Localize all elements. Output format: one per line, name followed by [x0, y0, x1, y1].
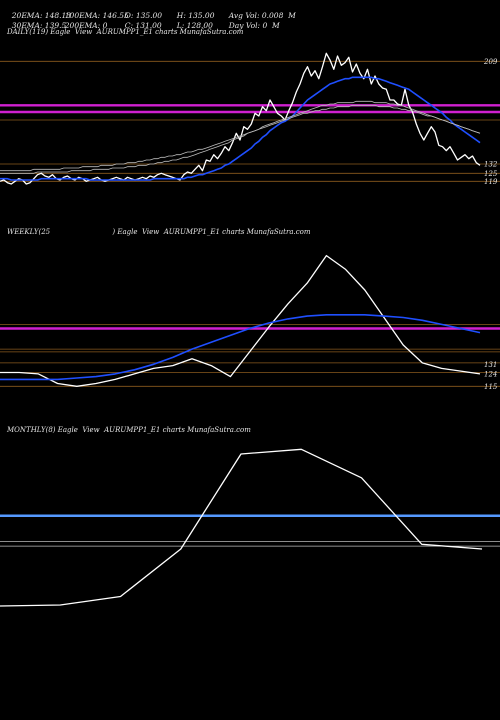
weekly-y-tick-label: 115 — [484, 383, 498, 391]
weekly-price-line — [0, 254, 481, 387]
daily-y-tick-label: 119 — [484, 178, 498, 186]
weekly-y-tick-label: 124 — [484, 370, 497, 378]
ema30-label: 30EMA: 139.5 — [11, 21, 67, 30]
header-row-1: 20EMA: 148.13100EMA: 146.55O: 135.00 H: 1… — [7, 2, 296, 20]
daily-panel-title: DAILY(119) Eagle View AURUMPP1_E1 charts… — [7, 28, 244, 36]
daily-ema_gray2-line — [0, 104, 481, 172]
daily-ema_gray-line — [0, 100, 481, 174]
header-row-2: 30EMA: 139.5200EMA: 0 C: 131.00 L: 128.00 D… — [7, 12, 280, 30]
daily-y-tick-label: 132 — [484, 161, 498, 169]
weekly-panel-title: WEEKLY(25 ) Eagle View AURUMPP1_E1 chart… — [7, 228, 311, 236]
ema20-label: 20EMA: 148.13 — [11, 11, 72, 20]
high-label: H: 135.00 — [176, 11, 215, 20]
daily-ema_blue-line — [0, 76, 481, 181]
ema100-label: 100EMA: 146.55 — [64, 11, 129, 20]
daily-y-tick-label: 209 — [483, 58, 498, 66]
daily-y-tick-label: 125 — [484, 170, 498, 178]
weekly-ema_blue-line — [0, 313, 481, 381]
close-label: C: 131.00 — [124, 21, 162, 30]
monthly-price-line — [0, 448, 483, 607]
ema200-label: 200EMA: 0 — [64, 21, 108, 30]
daily-price-line — [0, 52, 481, 185]
day-vol-label: Day Vol: 0 M — [228, 21, 280, 30]
avg-vol-label: Avg Vol: 0.008 M — [228, 11, 296, 20]
low-label: L: 128.00 — [176, 21, 213, 30]
monthly-panel-title: MONTHLY(8) Eagle View AURUMPP1_E1 charts… — [7, 426, 251, 434]
weekly-y-tick-label: 131 — [484, 361, 497, 369]
open-label: O: 135.00 — [124, 11, 163, 20]
